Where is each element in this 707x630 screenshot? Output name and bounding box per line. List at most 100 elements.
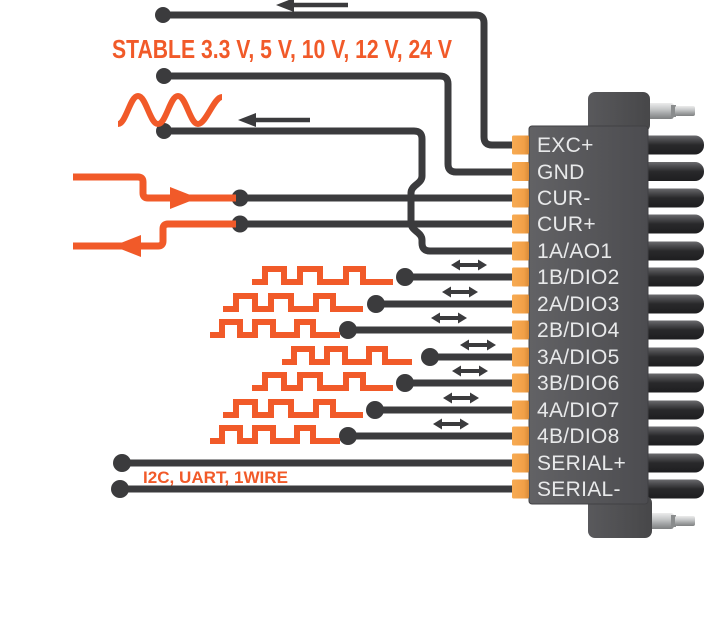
connector-bottom-tab — [588, 496, 652, 538]
current-in-wire — [73, 173, 236, 202]
wire-exc-plus — [163, 11, 514, 149]
pin-label-2b-dio4: 2B/DIO4 — [537, 319, 620, 342]
pin-cur-minus — [512, 188, 529, 208]
square-wave-icon — [223, 402, 363, 415]
arrow-left-icon — [276, 0, 348, 12]
connector-socket — [638, 294, 704, 314]
pin-gnd — [512, 162, 529, 181]
connector-socket — [638, 135, 704, 155]
wire-dot — [156, 123, 172, 139]
pin-label-1b-dio2: 1B/DIO2 — [537, 266, 620, 289]
wire-dot — [231, 215, 249, 233]
connector-socket — [638, 347, 704, 367]
connector-socket — [638, 426, 704, 446]
bidirectional-arrow-icon — [441, 390, 481, 406]
connector-body — [528, 125, 649, 505]
pin-label-cur-minus: CUR- — [537, 187, 591, 210]
pin-1b-dio2 — [512, 267, 529, 287]
pin-label-1a-ao1: 1A/AO1 — [537, 240, 612, 263]
pin-serial-minus — [512, 479, 529, 499]
screw-ring — [671, 515, 676, 527]
screw-base — [646, 103, 674, 119]
connector-socket — [638, 453, 704, 473]
square-wave-icon — [210, 322, 340, 335]
pin-label-3b-dio6: 3B/DIO6 — [537, 372, 620, 395]
square-wave-icon — [210, 428, 340, 441]
connector-top-tab — [588, 92, 650, 132]
current-out-wire — [73, 220, 236, 250]
bidirectional-arrow-icon — [440, 284, 480, 300]
signal-graphics — [73, 92, 412, 441]
wire-dot — [155, 7, 171, 23]
arrow-right-icon — [170, 187, 198, 209]
bidirectional-arrow-icon — [429, 310, 469, 326]
wire-endpoints — [111, 7, 439, 498]
bottom-screw-contact — [646, 513, 695, 529]
square-wave-icon — [252, 375, 393, 388]
wire-dot — [156, 68, 172, 84]
bidirectional-arrow-icon — [450, 363, 490, 379]
wire-dot — [231, 189, 249, 207]
pin-2b-dio4 — [512, 320, 529, 340]
wire-dot — [339, 321, 357, 339]
sine-wave-icon — [116, 92, 224, 128]
wire-dot — [396, 268, 414, 286]
pin-label-3a-dio5: 3A/DIO5 — [537, 346, 620, 369]
pin-4b-dio8 — [512, 426, 529, 446]
connector-socket — [638, 400, 704, 420]
pin-3b-dio6 — [512, 373, 529, 393]
square-wave-icon — [252, 269, 393, 282]
square-wave-icon — [223, 296, 363, 309]
connector-socket — [638, 188, 704, 208]
pin-label-4b-dio8: 4B/DIO8 — [537, 425, 620, 448]
wire-dot — [366, 401, 384, 419]
wire-dot — [367, 295, 385, 313]
wire-1a-ao1 — [164, 127, 514, 255]
pin-serial-plus — [512, 453, 529, 473]
arrow-left-icon — [238, 113, 310, 127]
pin-label-4a-dio7: 4A/DIO7 — [537, 399, 620, 422]
pin-2a-dio3 — [512, 294, 529, 314]
bidirectional-arrow-icon — [431, 416, 471, 432]
square-wave-icon — [282, 349, 412, 362]
pin-label-serial-minus: SERIAL- — [537, 478, 621, 501]
pin-labels: EXC+ GND CUR- CUR+ 1A/AO1 1B/DIO2 2A/DIO… — [537, 134, 626, 501]
pin-3a-dio5 — [512, 347, 529, 367]
connector-socket — [638, 267, 704, 287]
connector-socket — [638, 214, 704, 234]
connector-socket — [638, 373, 704, 393]
pin-label-gnd: GND — [537, 161, 585, 184]
wire-gnd — [164, 72, 514, 176]
bidirectional-arrow-icon — [449, 257, 489, 273]
connector-socket — [638, 479, 704, 499]
connector — [528, 92, 704, 538]
serial-protocols-note: I2C, UART, 1WIRE — [143, 468, 288, 487]
wire-dot — [113, 454, 131, 472]
arrow-left-icon — [113, 235, 141, 257]
wire-dot — [339, 427, 357, 445]
wire-dot — [421, 348, 439, 366]
wire-dot — [396, 374, 414, 392]
pin-label-serial-plus: SERIAL+ — [537, 452, 626, 475]
pin-label-exc-plus: EXC+ — [537, 134, 594, 157]
pin-exc-plus — [512, 135, 529, 155]
screw-tip — [675, 516, 695, 526]
connector-socket — [638, 241, 704, 261]
pin-4a-dio7 — [512, 400, 529, 420]
socket-cylinders — [638, 135, 704, 499]
connector-pins — [512, 135, 529, 499]
pin-cur-plus — [512, 214, 529, 234]
wires — [120, 11, 514, 493]
pin-1a-ao1 — [512, 241, 529, 261]
pin-label-2a-dio3: 2A/DIO3 — [537, 293, 620, 316]
bidirectional-arrow-icon — [458, 337, 498, 353]
connector-socket — [638, 162, 704, 181]
stable-voltages-note: STABLE 3.3 V, 5 V, 10 V, 12 V, 24 V — [112, 34, 453, 64]
top-screw-contact — [646, 103, 695, 119]
screw-base — [646, 513, 674, 529]
screw-ring — [671, 105, 676, 117]
pin-label-cur-plus: CUR+ — [537, 213, 596, 236]
screw-tip — [675, 106, 695, 116]
